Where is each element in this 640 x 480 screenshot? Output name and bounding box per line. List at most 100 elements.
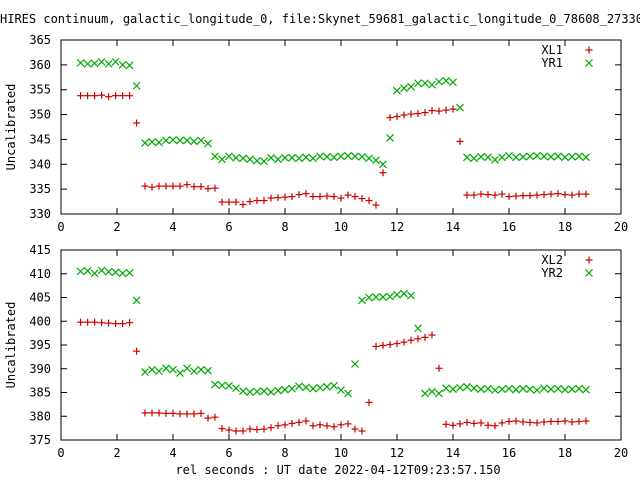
marker-stroke	[155, 138, 163, 147]
data-point	[365, 154, 373, 163]
marker-stroke	[295, 382, 303, 391]
series-yr1	[76, 57, 590, 169]
data-point	[132, 296, 141, 305]
data-point	[169, 182, 177, 190]
marker-stroke	[568, 152, 576, 161]
data-point	[400, 338, 408, 346]
data-point	[98, 91, 106, 99]
data-point	[105, 93, 113, 101]
legend-marker	[585, 59, 593, 67]
data-point	[344, 420, 352, 428]
data-point	[575, 152, 583, 161]
data-point	[183, 181, 191, 189]
marker-stroke	[337, 386, 345, 395]
marker-stroke	[118, 269, 127, 278]
data-point	[330, 153, 338, 162]
marker-stroke	[547, 152, 555, 161]
data-point	[176, 410, 184, 418]
y-tick-label: 390	[29, 362, 51, 376]
data-point	[414, 335, 422, 343]
marker-stroke	[260, 387, 268, 395]
marker-stroke	[575, 384, 583, 393]
y-tick-label: 365	[29, 33, 51, 47]
data-point	[358, 427, 366, 435]
marker-stroke	[561, 385, 569, 394]
data-point	[225, 381, 233, 390]
data-point	[132, 81, 141, 90]
marker-stroke	[526, 152, 534, 161]
marker-stroke	[498, 385, 506, 394]
data-point	[484, 421, 492, 429]
data-point	[568, 191, 576, 199]
data-point	[505, 417, 513, 425]
data-point	[337, 194, 345, 202]
data-point	[302, 417, 310, 425]
data-point	[372, 293, 380, 301]
data-point	[470, 191, 478, 199]
data-point	[449, 421, 457, 429]
data-point	[533, 151, 541, 160]
data-point	[141, 368, 149, 376]
marker-stroke	[505, 384, 513, 393]
data-point	[232, 384, 240, 393]
marker-stroke	[162, 364, 170, 373]
marker-stroke	[155, 367, 163, 376]
data-point	[547, 190, 555, 198]
marker-stroke	[421, 79, 429, 88]
marker-stroke	[218, 155, 226, 164]
data-point	[379, 293, 387, 301]
data-point	[456, 103, 464, 112]
marker-stroke	[393, 290, 401, 299]
data-point	[568, 385, 576, 394]
x-tick-label: 16	[502, 446, 516, 460]
data-point	[351, 193, 359, 201]
data-point	[477, 419, 485, 427]
data-point	[77, 92, 85, 100]
marker-stroke	[125, 61, 134, 70]
marker-stroke	[512, 153, 520, 162]
data-point	[281, 153, 289, 162]
legend-label: XL1	[541, 43, 563, 57]
data-point	[253, 156, 261, 165]
marker-stroke	[554, 152, 562, 161]
data-point	[190, 367, 198, 376]
marker-stroke	[267, 153, 275, 162]
data-point	[407, 291, 415, 300]
data-point	[421, 389, 429, 398]
data-point	[77, 318, 85, 326]
data-point	[211, 413, 219, 421]
data-point	[491, 386, 499, 395]
marker-stroke	[104, 59, 113, 68]
data-point	[309, 422, 317, 430]
data-point	[246, 425, 254, 433]
data-point	[232, 427, 240, 435]
marker-stroke	[456, 103, 464, 112]
marker-stroke	[463, 382, 471, 391]
data-point	[148, 409, 156, 417]
marker-stroke	[288, 384, 296, 393]
data-point	[323, 422, 331, 430]
data-point	[169, 365, 177, 374]
x-tick-label: 14	[446, 446, 460, 460]
data-point	[218, 381, 226, 390]
data-point	[260, 157, 268, 166]
marker-stroke	[554, 384, 562, 393]
marker-stroke	[526, 385, 534, 394]
marker-stroke	[239, 387, 247, 395]
marker-stroke	[148, 137, 156, 146]
data-point	[414, 110, 422, 118]
marker-stroke	[204, 366, 212, 375]
marker-stroke	[267, 388, 275, 396]
data-point	[169, 136, 177, 144]
data-point	[288, 419, 296, 427]
data-point	[414, 79, 422, 88]
data-point	[204, 139, 212, 148]
data-point	[386, 134, 394, 142]
x-tick-label: 18	[558, 220, 572, 234]
data-point	[330, 381, 338, 390]
data-point	[133, 347, 141, 355]
data-point	[561, 385, 569, 394]
marker-stroke	[400, 289, 408, 298]
data-point	[126, 319, 134, 327]
marker-stroke	[197, 365, 205, 374]
